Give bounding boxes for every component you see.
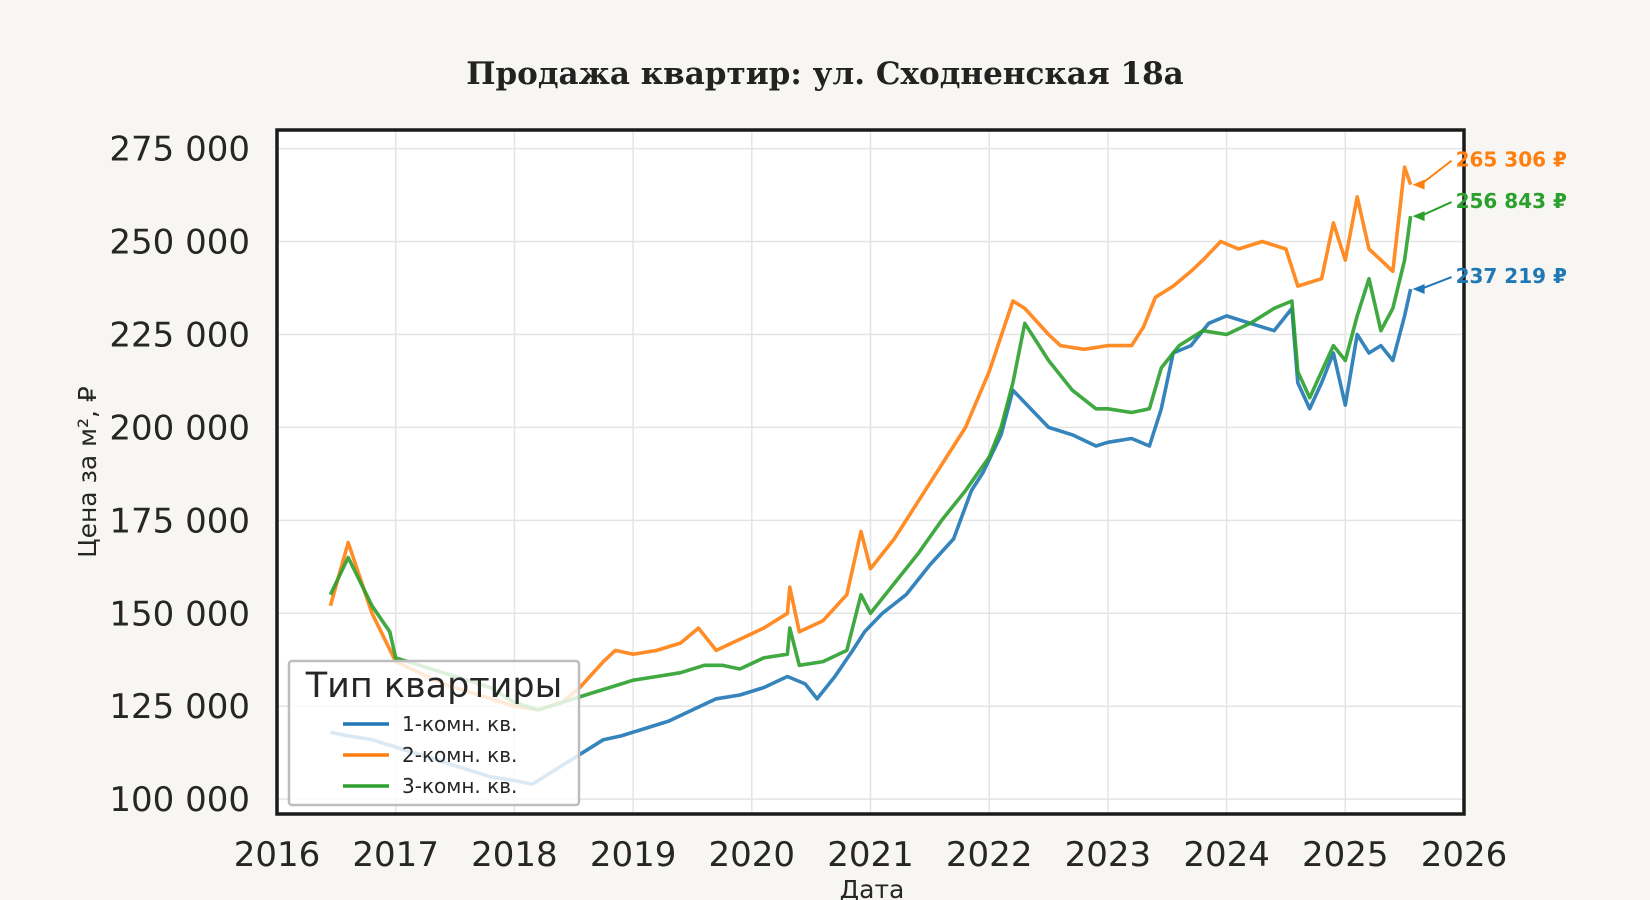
legend: Тип квартиры 1-комн. кв. 2-комн. кв. 3-ком… bbox=[287, 659, 581, 807]
annotation-arrowhead bbox=[1412, 179, 1425, 190]
annotation-arrow bbox=[1419, 159, 1453, 186]
end-annotations: 237 219 ₽ 265 306 ₽ 256 843 ₽ bbox=[1412, 148, 1567, 295]
legend-label: 2-комн. кв. bbox=[402, 743, 517, 767]
annotation-arrow bbox=[1420, 201, 1452, 217]
chart-title: Продажа квартир: ул. Сходненская 18а bbox=[466, 56, 1184, 92]
x-tick-label: 2021 bbox=[827, 835, 914, 875]
x-tick-label: 2026 bbox=[1421, 835, 1508, 875]
y-tick-label: 175 000 bbox=[109, 501, 250, 541]
x-tick-label: 2023 bbox=[1065, 835, 1152, 875]
x-tick-label: 2022 bbox=[946, 835, 1033, 875]
y-tick-label: 225 000 bbox=[109, 315, 250, 355]
legend-box bbox=[287, 659, 581, 807]
x-tick-label: 2018 bbox=[471, 835, 558, 875]
legend-label: 3-комн. кв. bbox=[402, 774, 517, 798]
annotation-arrowhead bbox=[1412, 284, 1425, 295]
y-tick-label: 125 000 bbox=[109, 687, 250, 727]
x-tick-label: 2019 bbox=[590, 835, 677, 875]
y-axis: 100 000 125 000 150 000 175 000 200 000 225 0… bbox=[109, 130, 250, 821]
legend-title: Тип квартиры bbox=[305, 666, 563, 706]
annotation-arrow bbox=[1420, 276, 1452, 290]
x-axis: 2016 2017 2018 2019 2020 2021 2022 2023 2024 2025… bbox=[234, 835, 1508, 875]
x-axis-label: Дата bbox=[840, 875, 905, 900]
y-axis-label: Цена за м², ₽ bbox=[73, 386, 102, 558]
x-tick-label: 2025 bbox=[1302, 835, 1389, 875]
annotation-label: 265 306 ₽ bbox=[1456, 148, 1567, 172]
annotation-arrowhead bbox=[1412, 211, 1425, 222]
y-tick-label: 100 000 bbox=[109, 780, 250, 820]
y-tick-label: 150 000 bbox=[109, 594, 250, 634]
y-tick-label: 275 000 bbox=[109, 130, 250, 170]
x-tick-label: 2024 bbox=[1183, 835, 1270, 875]
plot-frame bbox=[275, 128, 1466, 816]
y-tick-label: 250 000 bbox=[109, 223, 250, 263]
y-tick-label: 200 000 bbox=[109, 408, 250, 448]
legend-label: 1-комн. кв. bbox=[402, 712, 517, 736]
x-tick-label: 2020 bbox=[709, 835, 796, 875]
annotation-label: 256 843 ₽ bbox=[1456, 189, 1567, 213]
annotation-label: 237 219 ₽ bbox=[1456, 264, 1567, 288]
x-tick-label: 2017 bbox=[352, 835, 439, 875]
x-tick-label: 2016 bbox=[234, 835, 321, 875]
